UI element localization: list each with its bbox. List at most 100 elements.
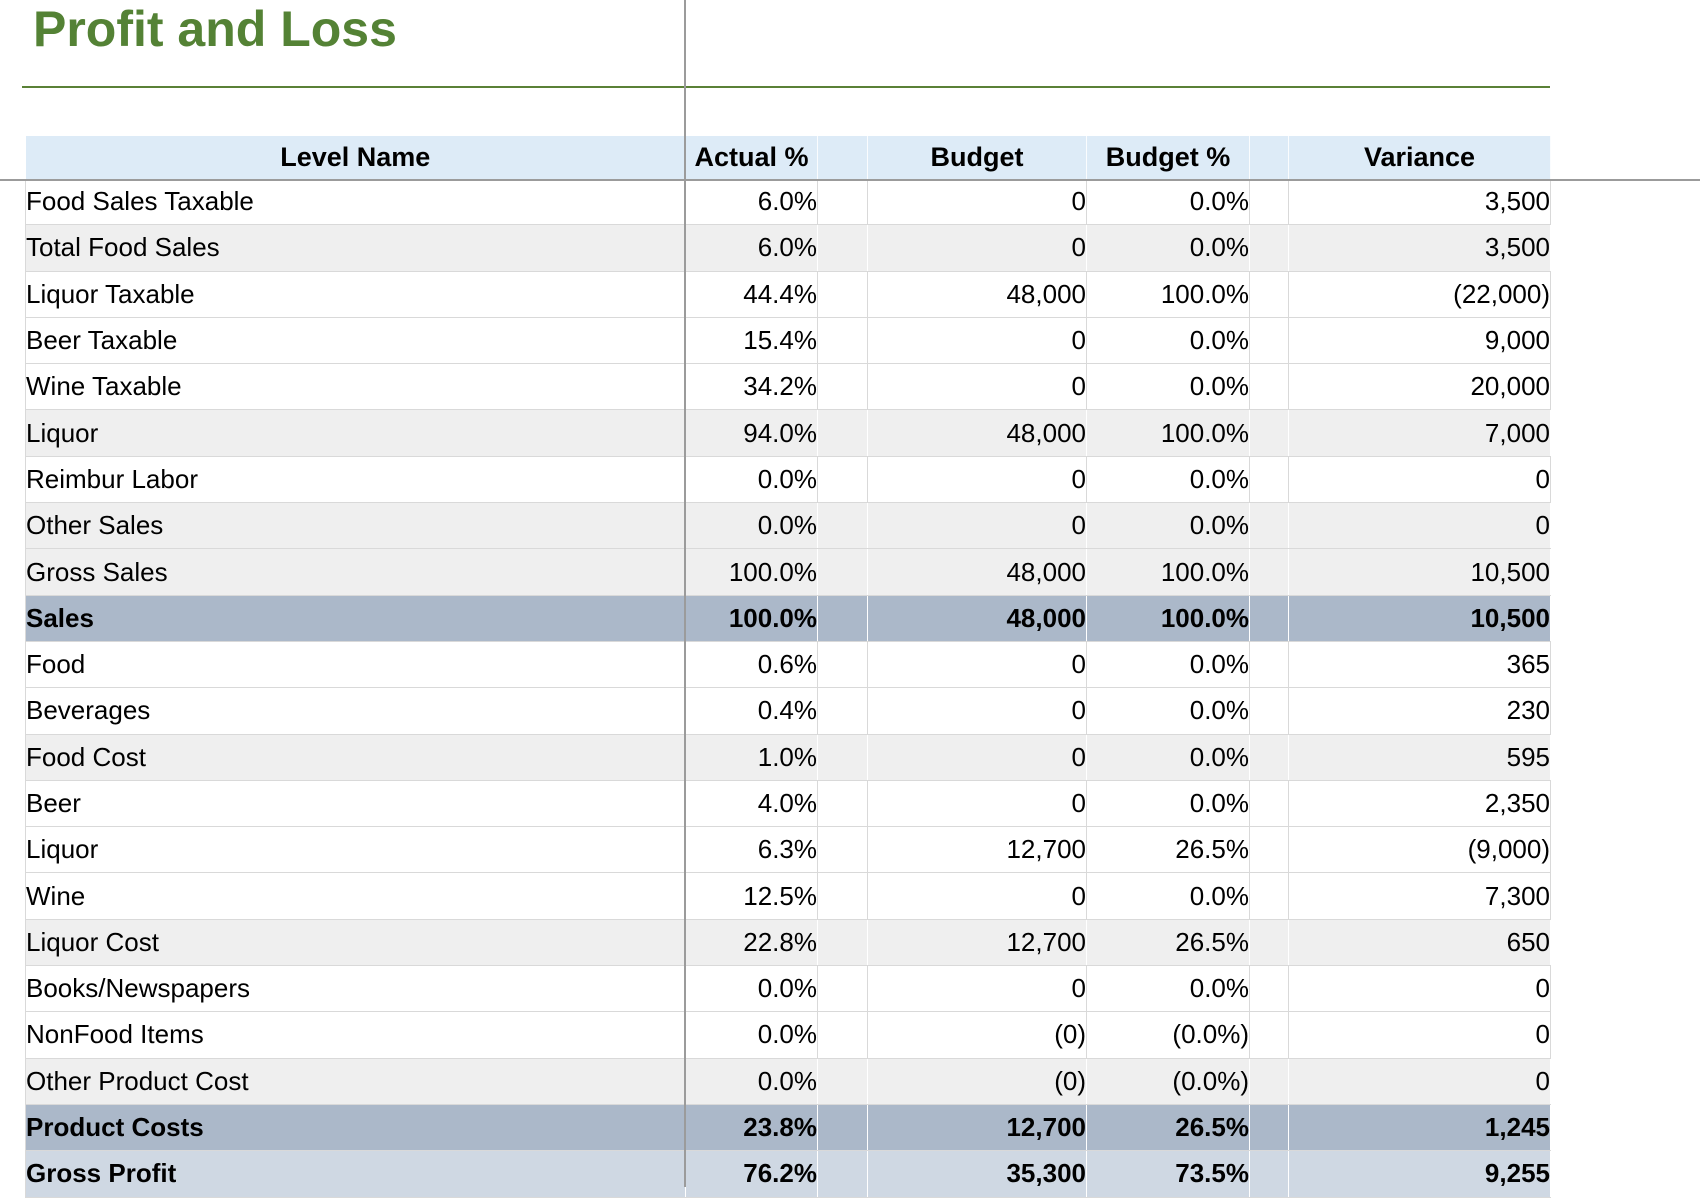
cell-budget[interactable]: 12,700 xyxy=(867,826,1087,874)
cell-variance[interactable]: 3,500 xyxy=(1288,179,1551,226)
cell-variance[interactable]: 650 xyxy=(1288,919,1551,967)
cell-level-name[interactable]: Beer xyxy=(25,780,686,828)
cell-budget[interactable]: 48,000 xyxy=(867,409,1087,457)
cell-variance[interactable]: 9,000 xyxy=(1288,317,1551,365)
cell-variance[interactable]: 7,300 xyxy=(1288,872,1551,920)
cell-budget-pct[interactable]: 73.5% xyxy=(1086,1150,1250,1198)
cell-budget-pct[interactable]: 0.0% xyxy=(1086,641,1250,689)
column-header-actual-pct[interactable]: Actual % xyxy=(685,136,818,179)
cell-budget-pct[interactable]: 0.0% xyxy=(1086,317,1250,365)
cell-variance[interactable]: 10,500 xyxy=(1288,595,1551,642)
cell-level-name[interactable]: Total Food Sales xyxy=(25,224,686,272)
cell-budget-pct[interactable]: 100.0% xyxy=(1086,595,1250,642)
cell-budget[interactable]: 0 xyxy=(867,734,1087,781)
cell-actual-pct[interactable]: 15.4% xyxy=(685,317,818,365)
cell-budget-pct[interactable]: 100.0% xyxy=(1086,409,1250,457)
cell-budget-pct[interactable]: 0.0% xyxy=(1086,224,1250,272)
cell-level-name[interactable]: Liquor Taxable xyxy=(25,271,686,318)
cell-actual-pct[interactable]: 23.8% xyxy=(685,1104,818,1152)
cell-budget[interactable]: 0 xyxy=(867,502,1087,550)
cell-budget[interactable]: 12,700 xyxy=(867,1104,1087,1152)
cell-variance[interactable]: 9,255 xyxy=(1288,1150,1551,1198)
column-header-level-name[interactable]: Level Name xyxy=(25,136,686,179)
cell-level-name[interactable]: Liquor Cost xyxy=(25,919,686,967)
cell-actual-pct[interactable]: 6.3% xyxy=(685,826,818,874)
cell-level-name[interactable]: Gross Profit xyxy=(25,1150,686,1198)
cell-actual-pct[interactable]: 34.2% xyxy=(685,363,818,411)
cell-variance[interactable]: 365 xyxy=(1288,641,1551,689)
cell-variance[interactable]: 230 xyxy=(1288,687,1551,735)
cell-level-name[interactable]: Gross Sales xyxy=(25,548,686,596)
column-header-budget-pct[interactable]: Budget % xyxy=(1086,136,1250,179)
cell-actual-pct[interactable]: 94.0% xyxy=(685,409,818,457)
cell-budget-pct[interactable]: 100.0% xyxy=(1086,548,1250,596)
cell-budget[interactable]: 48,000 xyxy=(867,548,1087,596)
cell-level-name[interactable]: Food Cost xyxy=(25,734,686,781)
cell-level-name[interactable]: Food xyxy=(25,641,686,689)
cell-actual-pct[interactable]: 4.0% xyxy=(685,780,818,828)
cell-level-name[interactable]: Liquor xyxy=(25,409,686,457)
cell-budget[interactable]: 0 xyxy=(867,780,1087,828)
cell-actual-pct[interactable]: 6.0% xyxy=(685,179,818,226)
cell-budget-pct[interactable]: 26.5% xyxy=(1086,919,1250,967)
cell-budget[interactable]: 0 xyxy=(867,317,1087,365)
cell-actual-pct[interactable]: 22.8% xyxy=(685,919,818,967)
cell-budget[interactable]: 0 xyxy=(867,224,1087,272)
cell-budget[interactable]: 48,000 xyxy=(867,595,1087,642)
cell-level-name[interactable]: Wine xyxy=(25,872,686,920)
cell-variance[interactable]: 595 xyxy=(1288,734,1551,781)
cell-budget-pct[interactable]: 0.0% xyxy=(1086,780,1250,828)
cell-budget-pct[interactable]: 0.0% xyxy=(1086,179,1250,226)
cell-variance[interactable]: 0 xyxy=(1288,1058,1551,1105)
cell-level-name[interactable]: Beer Taxable xyxy=(25,317,686,365)
cell-budget-pct[interactable]: (0.0%) xyxy=(1086,1058,1250,1105)
cell-actual-pct[interactable]: 0.0% xyxy=(685,965,818,1013)
cell-budget-pct[interactable]: 0.0% xyxy=(1086,734,1250,781)
cell-actual-pct[interactable]: 76.2% xyxy=(685,1150,818,1198)
cell-budget-pct[interactable]: 26.5% xyxy=(1086,826,1250,874)
cell-variance[interactable]: 0 xyxy=(1288,502,1551,550)
cell-budget-pct[interactable]: 0.0% xyxy=(1086,502,1250,550)
cell-level-name[interactable]: Reimbur Labor xyxy=(25,456,686,504)
cell-actual-pct[interactable]: 12.5% xyxy=(685,872,818,920)
cell-variance[interactable]: 20,000 xyxy=(1288,363,1551,411)
cell-level-name[interactable]: Food Sales Taxable xyxy=(25,179,686,226)
cell-budget[interactable]: 0 xyxy=(867,687,1087,735)
column-header-budget[interactable]: Budget xyxy=(867,136,1087,179)
cell-budget[interactable]: (0) xyxy=(867,1011,1087,1059)
cell-variance[interactable]: 10,500 xyxy=(1288,548,1551,596)
cell-level-name[interactable]: Liquor xyxy=(25,826,686,874)
cell-budget[interactable]: 0 xyxy=(867,363,1087,411)
cell-actual-pct[interactable]: 100.0% xyxy=(685,548,818,596)
cell-budget[interactable]: 0 xyxy=(867,965,1087,1013)
cell-budget-pct[interactable]: 0.0% xyxy=(1086,456,1250,504)
cell-actual-pct[interactable]: 0.0% xyxy=(685,502,818,550)
cell-actual-pct[interactable]: 0.4% xyxy=(685,687,818,735)
cell-actual-pct[interactable]: 0.0% xyxy=(685,456,818,504)
cell-budget-pct[interactable]: 100.0% xyxy=(1086,271,1250,318)
cell-level-name[interactable]: Sales xyxy=(25,595,686,642)
cell-actual-pct[interactable]: 100.0% xyxy=(685,595,818,642)
cell-actual-pct[interactable]: 1.0% xyxy=(685,734,818,781)
cell-level-name[interactable]: Books/Newspapers xyxy=(25,965,686,1013)
cell-budget[interactable]: 35,300 xyxy=(867,1150,1087,1198)
cell-budget[interactable]: 0 xyxy=(867,179,1087,226)
cell-variance[interactable]: (22,000) xyxy=(1288,271,1551,318)
cell-variance[interactable]: 0 xyxy=(1288,965,1551,1013)
cell-actual-pct[interactable]: 0.0% xyxy=(685,1058,818,1105)
cell-variance[interactable]: 1,245 xyxy=(1288,1104,1551,1152)
cell-budget-pct[interactable]: 26.5% xyxy=(1086,1104,1250,1152)
cell-variance[interactable]: 0 xyxy=(1288,1011,1551,1059)
cell-variance[interactable]: (9,000) xyxy=(1288,826,1551,874)
cell-budget-pct[interactable]: 0.0% xyxy=(1086,363,1250,411)
cell-actual-pct[interactable]: 0.6% xyxy=(685,641,818,689)
cell-variance[interactable]: 0 xyxy=(1288,456,1551,504)
cell-budget[interactable]: 0 xyxy=(867,872,1087,920)
cell-budget[interactable]: 48,000 xyxy=(867,271,1087,318)
cell-level-name[interactable]: NonFood Items xyxy=(25,1011,686,1059)
cell-level-name[interactable]: Product Costs xyxy=(25,1104,686,1152)
cell-budget[interactable]: (0) xyxy=(867,1058,1087,1105)
cell-variance[interactable]: 2,350 xyxy=(1288,780,1551,828)
cell-level-name[interactable]: Other Product Cost xyxy=(25,1058,686,1105)
cell-level-name[interactable]: Wine Taxable xyxy=(25,363,686,411)
